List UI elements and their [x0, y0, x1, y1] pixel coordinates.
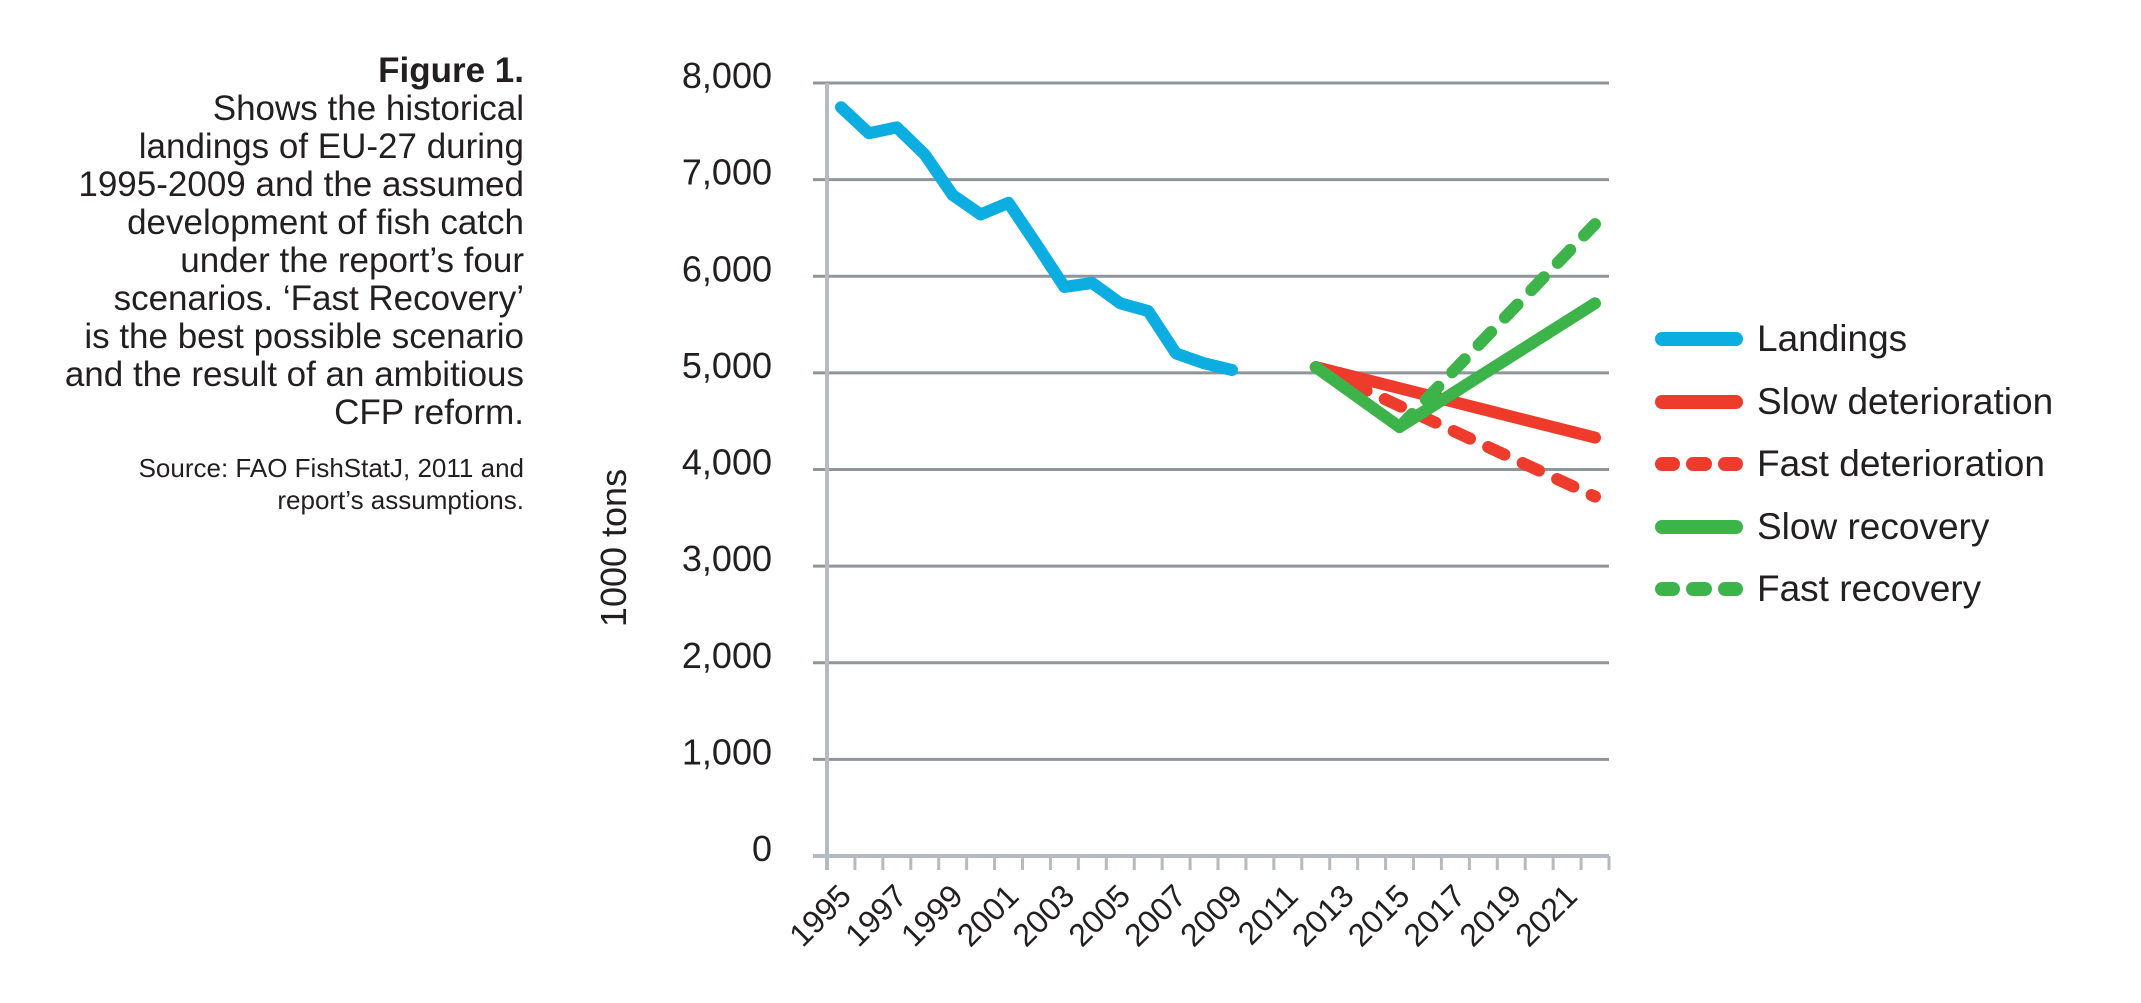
figure-source: Source: FAO FishStatJ, 2011 and report’s…: [0, 452, 524, 516]
caption-line: development of fish catch: [127, 203, 524, 242]
x-tick-label: 2001: [950, 877, 1026, 953]
x-tick-label: 2005: [1061, 877, 1137, 953]
caption-line: CFP reform.: [334, 393, 524, 432]
x-tick-label: 2009: [1173, 877, 1249, 953]
dashed-line-swatch-icon: [1655, 457, 1743, 472]
caption-line: under the report’s four: [180, 241, 524, 280]
figure-description: Shows the historical landings of EU-27 d…: [0, 90, 524, 432]
chart-legend: Landings Slow deterioration Fast deteriora…: [1655, 308, 2053, 621]
caption-line: scenarios. ‘Fast Recovery’: [113, 279, 524, 318]
y-axis-title: 1000 tons: [593, 469, 634, 627]
legend-label: Slow recovery: [1757, 505, 1990, 547]
y-tick-label: 1,000: [682, 731, 772, 772]
series-lines: [835, 101, 1601, 503]
caption-line: landings of EU-27 during: [138, 127, 524, 166]
legend-label: Slow deterioration: [1757, 380, 2054, 422]
legend-item: Fast deterioration: [1655, 433, 2053, 496]
x-tick-label: 1999: [894, 877, 970, 953]
x-tick-label: 1997: [838, 877, 914, 953]
x-tick-label: 2021: [1508, 877, 1584, 953]
legend-label: Fast deterioration: [1757, 443, 2045, 485]
y-tick-label: 4,000: [682, 442, 772, 483]
y-tick-label: 0: [752, 828, 772, 869]
x-tick-label: 2019: [1452, 877, 1528, 953]
y-tick-label: 6,000: [682, 248, 772, 289]
series-fast-deterioration: [1309, 361, 1601, 503]
caption-line: Shows the historical: [212, 89, 524, 128]
caption-line: is the best possible scenario: [84, 317, 524, 356]
legend-item: Landings: [1655, 308, 2053, 371]
gridlines: [813, 81, 1609, 761]
series-landings: [835, 101, 1238, 376]
x-tick-label: 2003: [1006, 877, 1082, 953]
source-line: Source: FAO FishStatJ, 2011 and: [138, 453, 524, 483]
x-tick-label: 2015: [1341, 877, 1417, 953]
solid-line-swatch-icon: [1655, 332, 1743, 347]
legend-label: Landings: [1757, 318, 1908, 360]
y-tick-label: 7,000: [682, 152, 772, 193]
x-tick-labels: 1995199719992001200320052007200920112013…: [782, 877, 1584, 953]
y-tick-label: 2,000: [682, 635, 772, 676]
figure-title: Figure 1.: [378, 51, 524, 90]
legend-item: Slow recovery: [1655, 496, 2053, 559]
y-tick-label: 3,000: [682, 538, 772, 579]
x-tick-label: 2017: [1397, 877, 1473, 953]
y-tick-label: 8,000: [682, 55, 772, 96]
y-tick-label: 5,000: [682, 345, 772, 386]
figure-caption: Figure 1. Shows the historical landings …: [0, 52, 524, 516]
series-slow-deterioration: [1309, 361, 1601, 444]
x-tick-label: 2013: [1285, 877, 1361, 953]
series-fast-recovery: [1393, 218, 1601, 433]
caption-line: 1995-2009 and the assumed: [78, 165, 524, 204]
dashed-line-swatch-icon: [1655, 582, 1743, 597]
solid-line-swatch-icon: [1655, 394, 1743, 409]
legend-item: Slow deterioration: [1655, 371, 2053, 434]
x-tick-label: 1995: [782, 877, 858, 953]
x-axis: [813, 854, 1611, 870]
x-tick-label: 2011: [1231, 877, 1305, 951]
source-line: report’s assumptions.: [277, 485, 524, 515]
y-tick-labels: 0 1,000 2,000 3,000 4,000 5,000 6,000 7,000 8,00…: [682, 55, 772, 869]
solid-line-swatch-icon: [1655, 519, 1743, 534]
legend-label: Fast recovery: [1757, 568, 1982, 610]
x-tick-label: 2007: [1117, 877, 1193, 953]
legend-item: Fast recovery: [1655, 558, 2053, 621]
caption-line: and the result of an ambitious: [64, 355, 524, 394]
